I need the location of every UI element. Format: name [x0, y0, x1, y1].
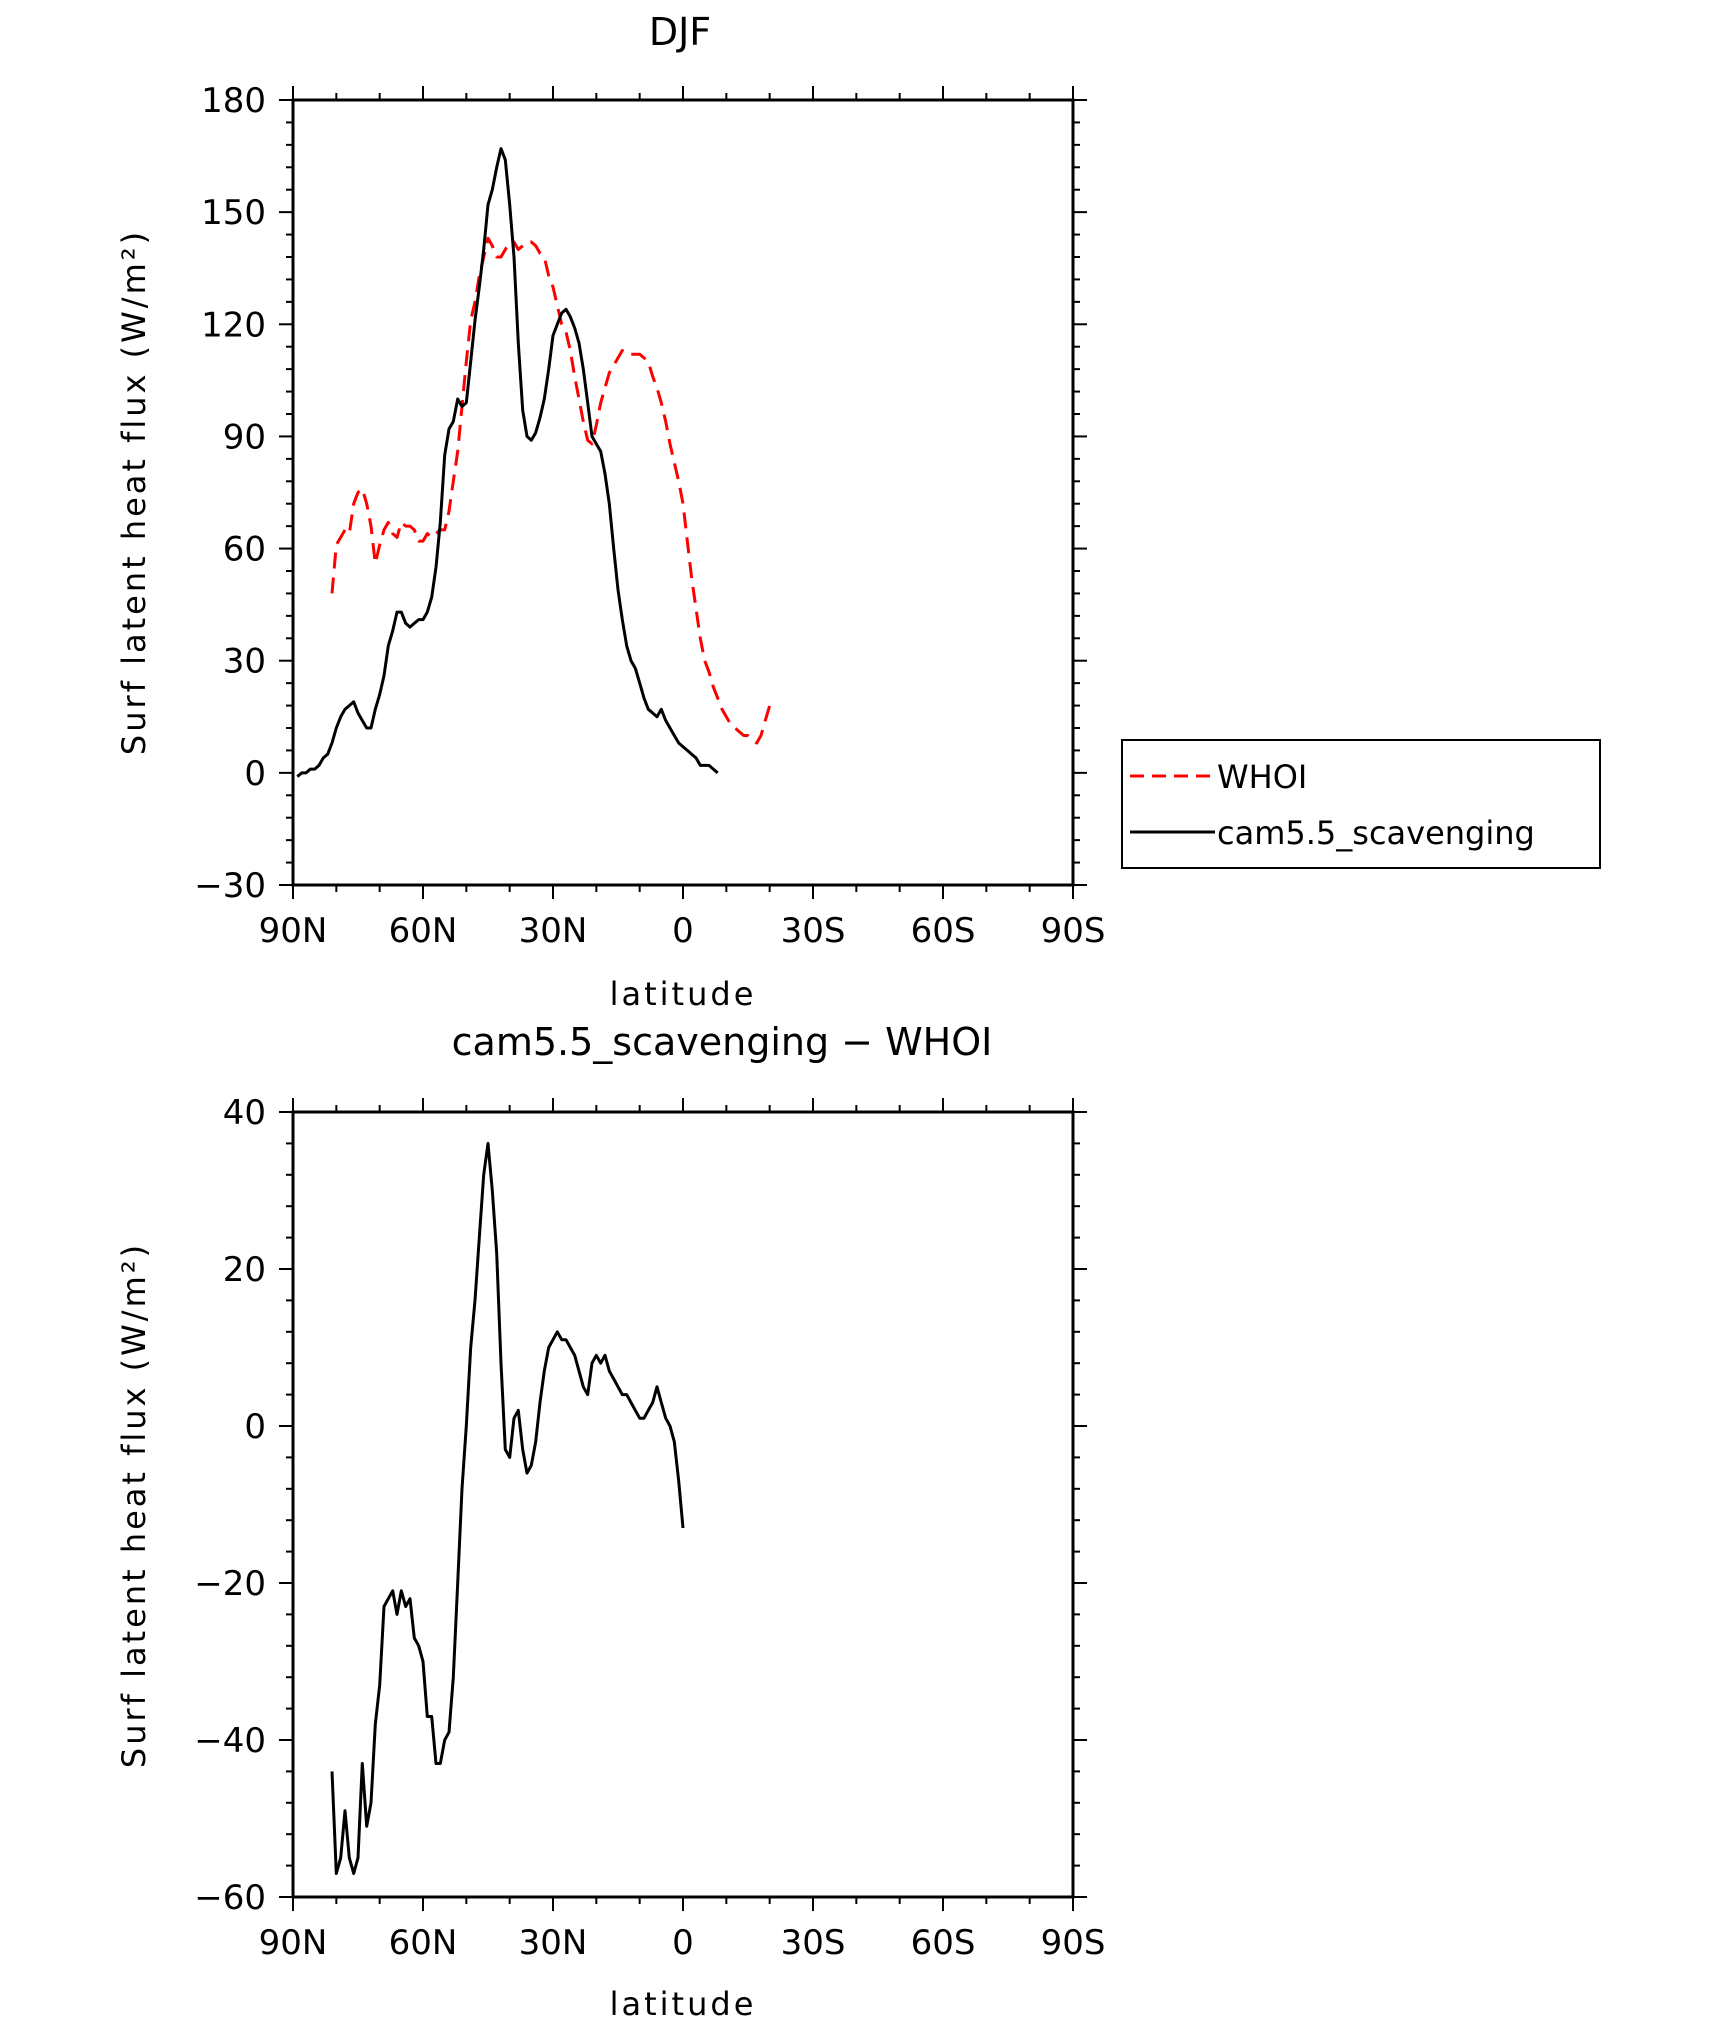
x-tick-label: 90S [1041, 911, 1106, 951]
y-tick-label: 40 [223, 1093, 266, 1133]
bottom-panel-series [330, 1141, 685, 1875]
top-panel-xlabel: latitude [610, 975, 757, 1013]
bottom-panel-xlabel: latitude [610, 1985, 757, 2021]
legend-whoi-label: WHOI [1217, 758, 1307, 796]
top-panel-series-line-cam5-5-scavenging [296, 147, 719, 778]
x-tick-label: 90S [1041, 1923, 1106, 1963]
y-tick-label: 150 [201, 193, 266, 233]
legend: WHOI cam5.5_scavenging [1121, 739, 1601, 869]
top-panel: DJF 90N 60N 30N 0 30S 60S 90S −30 0 30 60 90 120 150 1… [115, 10, 1105, 1013]
x-tick-label: 60S [911, 911, 976, 951]
x-tick-label: 30S [781, 1923, 846, 1963]
legend-model-label: cam5.5_scavenging [1217, 814, 1535, 852]
y-tick-label: −40 [194, 1721, 266, 1761]
top-panel-title: DJF [649, 10, 711, 54]
x-tick-label: 60N [389, 1923, 458, 1963]
x-tick-label: 30N [519, 911, 588, 951]
bottom-panel-ylabel: Surf latent heat flux (W/m²) [115, 1242, 153, 1768]
top-panel-series [296, 147, 772, 778]
y-tick-label: 180 [201, 81, 266, 121]
y-tick-label: −30 [194, 866, 266, 906]
y-tick-label: 60 [223, 530, 266, 570]
bottom-panel: cam5.5_scavenging − WHOI 90N 60N 30N 0 30S 60… [115, 1020, 1105, 2021]
bottom-panel-series-line-difference [330, 1141, 685, 1875]
x-tick-label: 0 [672, 1923, 694, 1963]
y-tick-label: −20 [194, 1564, 266, 1604]
x-tick-label: 30N [519, 1923, 588, 1963]
x-tick-label: 30S [781, 911, 846, 951]
x-tick-label: 90N [259, 1923, 328, 1963]
y-tick-label: 0 [244, 754, 266, 794]
y-tick-label: 30 [223, 642, 266, 682]
y-tick-label: 90 [223, 417, 266, 457]
x-tick-label: 0 [672, 911, 694, 951]
bottom-panel-title: cam5.5_scavenging − WHOI [452, 1020, 993, 1064]
top-panel-ticks: 90N 60N 30N 0 30S 60S 90S −30 0 30 60 90 120 150 180 [194, 81, 1105, 951]
y-tick-label: 0 [244, 1407, 266, 1447]
bottom-panel-frame [291, 1110, 1075, 1899]
top-panel-series-line-whoi [330, 236, 772, 745]
x-tick-label: 60N [389, 911, 458, 951]
legend-box [1121, 739, 1601, 869]
top-panel-ylabel: Surf latent heat flux (W/m²) [115, 229, 153, 755]
y-tick-label: 20 [223, 1250, 266, 1290]
y-tick-label: 120 [201, 305, 266, 345]
y-tick-label: −60 [194, 1878, 266, 1918]
x-tick-label: 60S [911, 1923, 976, 1963]
top-panel-frame [291, 98, 1075, 887]
bottom-panel-ticks: 90N 60N 30N 0 30S 60S 90S −60 −40 −20 0 20 40 [194, 1093, 1105, 1963]
x-tick-label: 90N [259, 911, 328, 951]
